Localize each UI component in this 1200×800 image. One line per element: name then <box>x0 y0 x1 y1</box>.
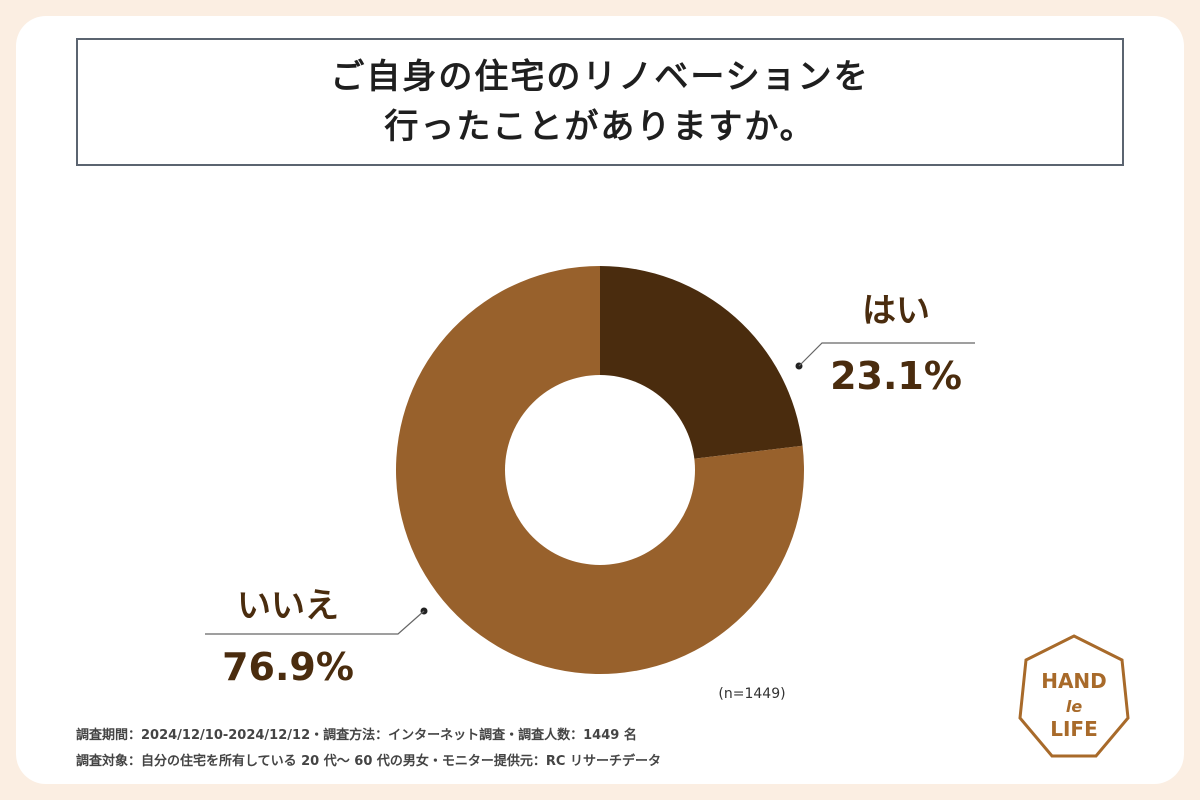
no-leader-line <box>205 610 425 635</box>
logo-text-le: le <box>1066 697 1082 716</box>
yes-leader-line <box>798 342 975 367</box>
footnote-survey-period: 調査期間：2024/12/10-2024/12/12・調査方法：インターネット調… <box>76 728 637 743</box>
donut-hole <box>505 375 695 565</box>
yes-label: はい <box>862 291 930 331</box>
hand-le-life-logo: HAND le LIFE <box>1018 634 1130 758</box>
logo-text-life: LIFE <box>1050 717 1098 741</box>
no-value-label: 76.9% <box>222 645 354 689</box>
sample-size-note: (n=1449) <box>718 686 785 702</box>
title-line-1: ご自身の住宅のリノベーションを <box>330 57 870 97</box>
no-label: いいえ <box>237 586 339 626</box>
title-box: ご自身の住宅のリノベーションを 行ったことがありますか。 <box>76 38 1124 166</box>
title-line-2: 行ったことがありますか。 <box>384 107 816 147</box>
logo-text-hand: HAND <box>1041 669 1107 693</box>
footnote-survey-target: 調査対象：自分の住宅を所有している 20 代〜 60 代の男女・モニター提供元：… <box>76 754 661 769</box>
logo-hexagon <box>1018 634 1130 758</box>
yes-value-label: 23.1% <box>830 354 962 398</box>
